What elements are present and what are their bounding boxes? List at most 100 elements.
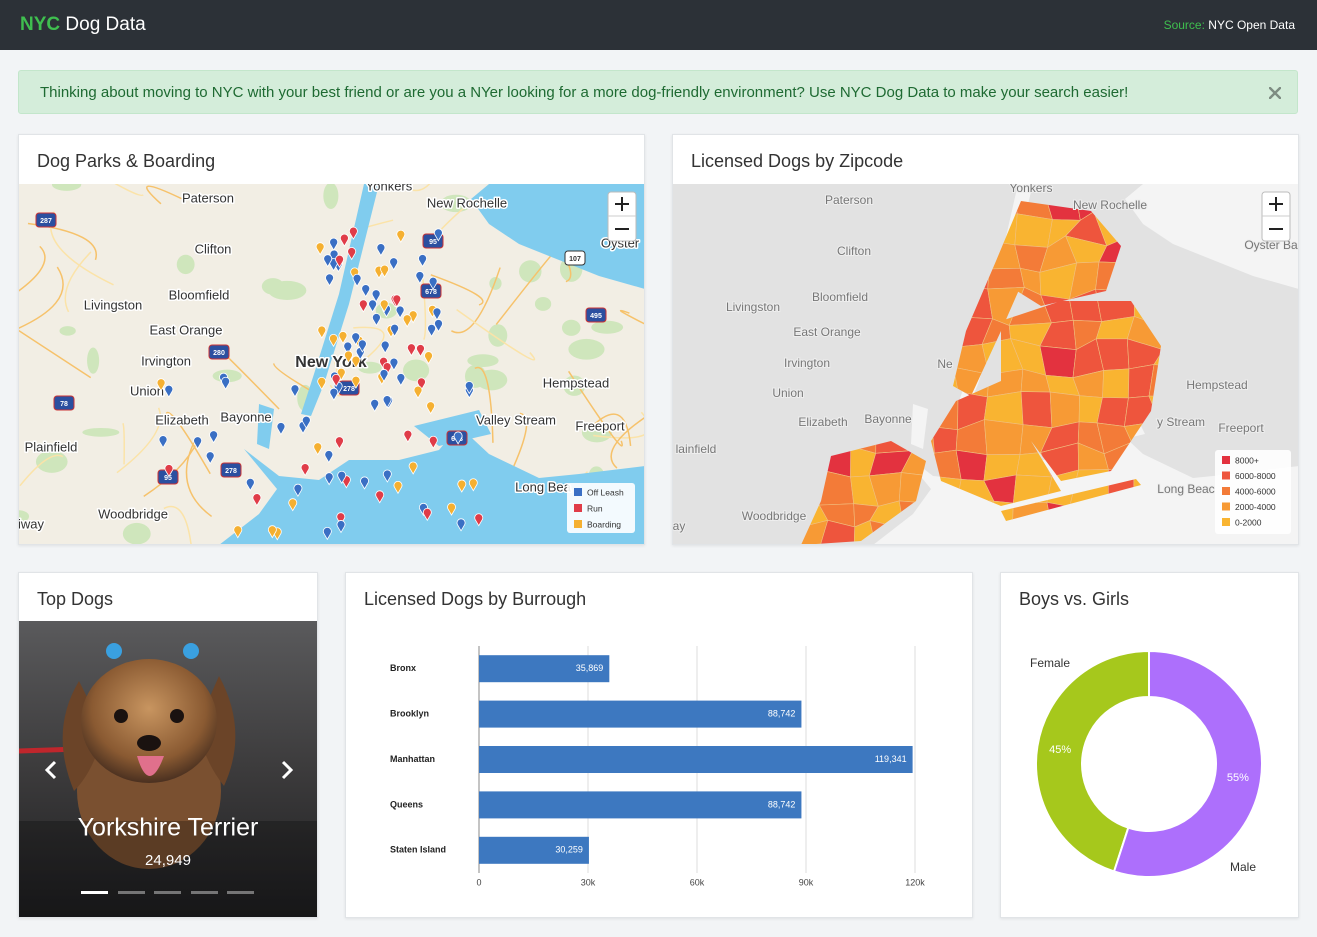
brand[interactable]: NYC Dog Data	[20, 0, 146, 50]
zip-area[interactable]	[1020, 391, 1053, 428]
map-pin[interactable]	[344, 350, 353, 364]
map-pin[interactable]	[323, 254, 333, 268]
map-pin[interactable]	[352, 273, 362, 287]
map-pin[interactable]	[407, 343, 416, 357]
map-pin[interactable]	[317, 325, 327, 339]
map-pin[interactable]	[290, 384, 300, 398]
map-pin[interactable]	[408, 461, 418, 475]
carousel-prev[interactable]	[44, 760, 57, 780]
map-pin[interactable]	[335, 436, 344, 450]
map-pin[interactable]	[427, 323, 436, 338]
map-pin[interactable]	[396, 373, 406, 387]
map-pin[interactable]	[417, 377, 426, 391]
map-pin[interactable]	[389, 257, 399, 271]
map-pin[interactable]	[317, 376, 327, 391]
zip-area[interactable]	[1039, 345, 1077, 379]
map-pin[interactable]	[293, 483, 303, 497]
map-pin[interactable]	[164, 464, 174, 478]
carousel-indicator[interactable]	[118, 891, 145, 894]
map-pin[interactable]	[156, 378, 166, 392]
map-pin[interactable]	[335, 254, 344, 268]
zip-area[interactable]	[1014, 213, 1053, 248]
map-pin[interactable]	[456, 518, 466, 532]
map-pin[interactable]	[413, 385, 423, 399]
map-pin[interactable]	[392, 294, 402, 308]
map-pin[interactable]	[329, 333, 338, 348]
zip-area[interactable]	[983, 419, 1024, 455]
zoom-in[interactable]	[1269, 197, 1283, 211]
map-pin[interactable]	[329, 387, 339, 401]
map-pin[interactable]	[418, 254, 427, 268]
map-pin[interactable]	[267, 525, 277, 539]
map-pin[interactable]	[380, 340, 390, 354]
map-pin[interactable]	[474, 513, 484, 527]
zip-area[interactable]	[987, 267, 1025, 290]
map-pin[interactable]	[350, 267, 360, 281]
carousel-indicator[interactable]	[154, 891, 181, 894]
map-pin[interactable]	[379, 299, 389, 313]
map-pin[interactable]	[389, 357, 399, 371]
map-pin[interactable]	[370, 398, 380, 413]
map-pin[interactable]	[351, 332, 361, 346]
map-pin[interactable]	[336, 520, 346, 534]
map-pin[interactable]	[403, 429, 413, 443]
map-pin[interactable]	[164, 384, 174, 398]
map-pin[interactable]	[205, 451, 215, 465]
map-pin[interactable]	[221, 376, 231, 390]
map-pin[interactable]	[395, 305, 405, 319]
map-pin[interactable]	[209, 430, 218, 444]
map-pin[interactable]	[453, 431, 463, 445]
map-pin[interactable]	[245, 477, 255, 492]
map-pin[interactable]	[336, 512, 346, 526]
map-pin[interactable]	[357, 339, 367, 353]
map-pin[interactable]	[313, 442, 323, 456]
map-pin[interactable]	[351, 375, 361, 389]
map-pin[interactable]	[464, 381, 474, 395]
map-pin[interactable]	[382, 362, 392, 376]
map-pin[interactable]	[158, 435, 168, 449]
zip-area[interactable]	[1096, 397, 1129, 427]
zip-area[interactable]	[1153, 349, 1186, 370]
map-pin[interactable]	[324, 450, 334, 464]
map-pin[interactable]	[428, 276, 438, 290]
map-pin[interactable]	[390, 323, 399, 337]
map-pin[interactable]	[372, 313, 381, 327]
map-pin[interactable]	[457, 479, 467, 493]
map-pin[interactable]	[360, 476, 369, 490]
map-pin[interactable]	[361, 284, 371, 298]
map-pin[interactable]	[371, 289, 381, 303]
map-pin[interactable]	[325, 273, 334, 287]
map-pin[interactable]	[337, 470, 347, 484]
map-pin[interactable]	[233, 525, 243, 539]
map-pin[interactable]	[424, 351, 433, 365]
carousel-indicator[interactable]	[81, 891, 108, 894]
zip-area[interactable]	[1049, 391, 1080, 429]
map-pin[interactable]	[347, 247, 357, 261]
close-button[interactable]	[1269, 87, 1281, 99]
map-pin[interactable]	[380, 264, 389, 278]
zip-area[interactable]	[1102, 368, 1130, 399]
map-pin[interactable]	[339, 233, 349, 247]
zoom-in[interactable]	[615, 197, 629, 211]
carousel-indicator[interactable]	[227, 891, 254, 894]
map-pin[interactable]	[368, 299, 377, 313]
map-pin[interactable]	[343, 341, 353, 355]
map-pin[interactable]	[252, 493, 262, 507]
map-pin[interactable]	[300, 463, 310, 477]
map-pin[interactable]	[382, 395, 392, 409]
map-pin[interactable]	[351, 355, 361, 369]
map-pin[interactable]	[193, 436, 203, 450]
zip-area[interactable]	[791, 519, 829, 545]
map-pin[interactable]	[428, 435, 438, 450]
carousel-next[interactable]	[281, 760, 294, 780]
map-pin[interactable]	[276, 422, 286, 436]
carousel[interactable]: Yorkshire Terrier 24,949	[19, 621, 317, 918]
map-pin[interactable]	[379, 369, 389, 383]
map-pin[interactable]	[338, 331, 348, 345]
map-pin[interactable]	[376, 243, 386, 257]
carousel-indicator[interactable]	[191, 891, 218, 894]
zip-area[interactable]	[818, 519, 856, 545]
map-pin[interactable]	[375, 490, 385, 504]
